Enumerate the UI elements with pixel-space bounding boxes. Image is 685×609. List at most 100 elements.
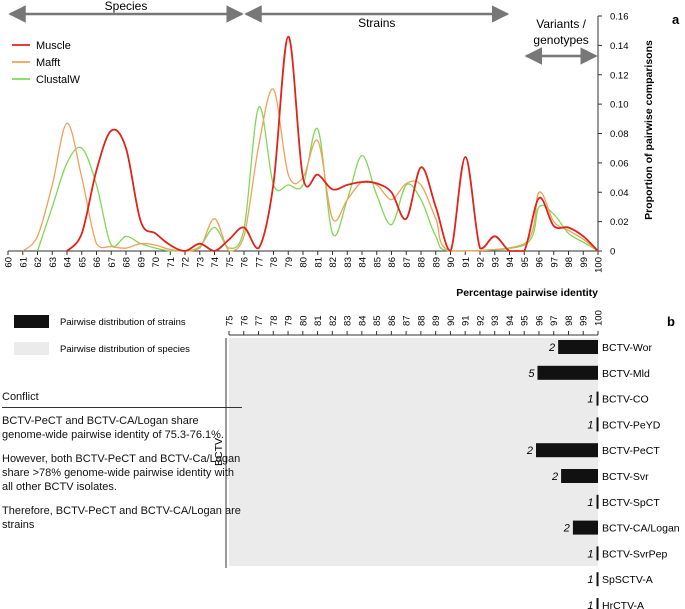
legend-label-species: Pairwise distribution of species [60, 344, 190, 355]
strain-count: 1 [587, 419, 593, 431]
strain-label: BCTV-Svr [602, 471, 649, 483]
strain-count: 2 [548, 342, 555, 354]
x-tick-label: 83 [343, 257, 354, 268]
strain-bar [572, 520, 598, 535]
x-tick-label: 75 [225, 257, 236, 268]
x-tick-label: 87 [402, 257, 413, 268]
legend-swatch-strains [14, 315, 49, 328]
strain-count: 2 [563, 523, 570, 535]
legend-label: ClustalW [36, 74, 81, 86]
x-tick-label: 73 [195, 257, 206, 268]
panel-a-label: a [672, 12, 680, 27]
strain-label: BCTV-PeYD [602, 419, 661, 431]
x-axis-title: Percentage pairwise identity [456, 287, 598, 299]
strain-label: HrCTV-A [602, 600, 644, 609]
b-x-tick-label: 86 [387, 315, 398, 326]
y-tick-label: 0.12 [610, 70, 629, 81]
x-tick-label: 98 [564, 257, 575, 268]
x-tick-label: 93 [490, 257, 501, 268]
x-tick-label: 86 [387, 257, 398, 268]
y-tick-label: 0 [610, 247, 615, 258]
b-x-tick-label: 81 [313, 315, 324, 326]
strain-label: BCTV-CO [602, 394, 649, 406]
x-tick-label: 91 [461, 257, 472, 268]
legend-label: Mafft [36, 57, 60, 69]
y-tick-label: 0.14 [610, 41, 629, 52]
y-axis-title: Proportion of pairwise comparisons [643, 40, 655, 220]
b-x-tick-label: 92 [475, 315, 486, 326]
y-tick-label: 0.02 [610, 217, 629, 228]
b-x-tick-label: 83 [343, 315, 354, 326]
b-x-tick-label: 77 [254, 315, 265, 326]
b-x-tick-label: 100 [594, 310, 605, 326]
strain-count: 2 [526, 445, 533, 457]
x-tick-label: 67 [107, 257, 118, 268]
x-tick-label: 66 [92, 257, 103, 268]
x-tick-label: 79 [284, 257, 295, 268]
x-tick-label: 99 [579, 257, 590, 268]
strain-count: 1 [587, 497, 593, 509]
x-tick-label: 64 [63, 257, 74, 268]
legend-label-strains: Pairwise distribution of strains [60, 317, 186, 328]
b-x-tick-label: 89 [431, 315, 442, 326]
x-tick-label: 69 [136, 257, 147, 268]
strain-count: 1 [587, 600, 593, 609]
x-tick-label: 88 [417, 257, 428, 268]
x-tick-label: 70 [151, 257, 162, 268]
x-tick-label: 89 [431, 257, 442, 268]
x-tick-label: 62 [33, 257, 44, 268]
b-x-tick-label: 88 [416, 315, 427, 326]
panel-b: Pairwise distribution of strains Pairwis… [14, 310, 680, 609]
b-x-tick-label: 94 [505, 315, 516, 326]
b-x-tick-label: 99 [579, 315, 590, 326]
b-x-tick-label: 96 [534, 315, 545, 326]
x-tick-label: 77 [254, 257, 265, 268]
b-x-tick-label: 75 [225, 315, 236, 326]
x-tick-label: 81 [313, 257, 324, 268]
region-label-variants: Variants / [536, 17, 586, 31]
strain-label: BCTV-Wor [602, 342, 652, 354]
strain-bar [536, 443, 598, 458]
x-tick-label: 94 [505, 257, 516, 268]
strain-label: BCTV-SpCT [602, 497, 660, 509]
strain-bar [561, 469, 598, 483]
strain-count: 2 [551, 471, 558, 483]
b-x-tick-label: 87 [402, 315, 413, 326]
group-label-bctv: BCTV [213, 438, 225, 466]
strain-bar [596, 598, 599, 609]
b-x-tick-label: 98 [564, 315, 575, 326]
strain-count: 1 [587, 574, 593, 586]
strain-label: BCTV-Mld [602, 368, 650, 380]
x-tick-label: 96 [535, 257, 546, 268]
x-tick-label: 78 [269, 257, 280, 268]
x-tick-label: 80 [299, 257, 310, 268]
b-x-tick-label: 84 [357, 315, 368, 326]
x-tick-label: 90 [446, 257, 457, 268]
strain-bar [537, 365, 598, 380]
strain-label: BCTV-SvrPep [602, 548, 668, 560]
x-tick-label: 100 [594, 257, 605, 273]
y-tick-label: 0.04 [610, 188, 629, 199]
strain-label: SpSCTV-A [602, 574, 653, 586]
y-tick-label: 0.08 [610, 129, 629, 140]
strain-bar [596, 494, 599, 509]
x-tick-label: 61 [18, 257, 29, 268]
series-line-mafft [22, 88, 599, 252]
x-tick-label: 95 [520, 257, 531, 268]
legend-label: Muscle [36, 40, 71, 52]
conflict-box: Conflict BCTV-PeCT and BCTV-CA/Logan sha… [2, 390, 242, 542]
strain-count: 5 [528, 368, 535, 380]
b-x-tick-label: 80 [298, 315, 309, 326]
x-tick-label: 63 [48, 257, 59, 268]
region-label-species: Species [105, 0, 148, 13]
b-x-tick-label: 76 [239, 315, 250, 326]
strain-count: 1 [587, 394, 593, 406]
strain-bar [596, 546, 599, 561]
x-tick-label: 65 [77, 257, 88, 268]
b-x-tick-label: 90 [446, 315, 457, 326]
strain-bar [596, 391, 599, 406]
x-tick-label: 74 [210, 257, 221, 268]
b-x-tick-label: 91 [461, 315, 472, 326]
b-x-tick-label: 95 [520, 315, 531, 326]
